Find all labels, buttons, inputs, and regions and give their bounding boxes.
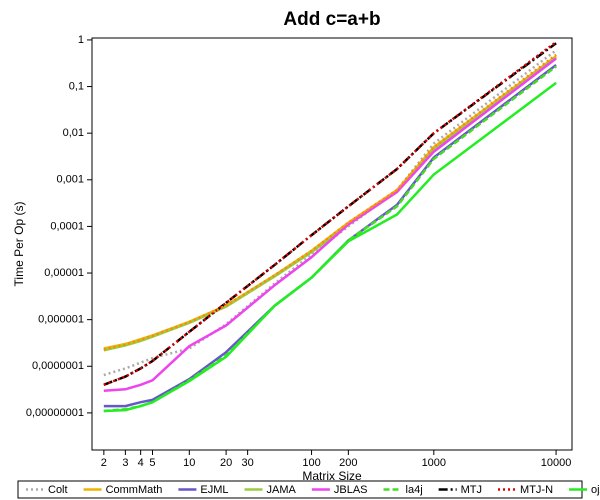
- series-line: [103, 49, 557, 377]
- x-tick-label: 10000: [541, 457, 572, 469]
- y-tick-label: 0,00000001: [26, 407, 84, 419]
- legend-label: la4j: [406, 484, 423, 496]
- series-line: [103, 42, 557, 386]
- chart-title: Add c=a+b: [283, 9, 380, 30]
- legend-label: EJML: [200, 484, 228, 496]
- x-tick-label: 100: [302, 457, 320, 469]
- y-tick-label: 0,0000001: [32, 360, 84, 372]
- plot-frame: [91, 37, 573, 451]
- y-tick-label: 0,001: [56, 174, 84, 186]
- x-tick-label: 5: [149, 457, 155, 469]
- series-line: [103, 57, 557, 392]
- x-tick-label: 3: [122, 457, 128, 469]
- legend-frame: [17, 480, 583, 499]
- y-tick-label: 0,00001: [44, 267, 84, 279]
- x-tick-label: 2: [101, 457, 107, 469]
- legend-label: JAMA: [267, 484, 297, 496]
- x-tick-label: 30: [242, 457, 254, 469]
- x-tick-label: 1000: [422, 457, 446, 469]
- series-line: [103, 81, 557, 413]
- y-tick-label: 0,000001: [38, 314, 84, 326]
- x-tick-label: 20: [220, 457, 232, 469]
- y-tick-label: 0,0001: [50, 220, 84, 232]
- legend-label: MTJ: [461, 484, 482, 496]
- y-tick-label: 1: [78, 34, 84, 46]
- y-axis-label: Time Per Op (s): [12, 202, 26, 287]
- series-line: [103, 56, 557, 352]
- x-tick-label: 4: [138, 457, 144, 469]
- legend-label: JBLAS: [334, 484, 368, 496]
- series-line: [103, 53, 557, 351]
- y-tick-label: 0,01: [63, 127, 84, 139]
- x-tick-label: 10: [183, 457, 195, 469]
- x-tick-label: 200: [339, 457, 357, 469]
- series-line: [103, 55, 557, 350]
- x-axis-label: Matrix Size: [302, 469, 362, 483]
- y-tick-label: 0,1: [69, 80, 84, 92]
- legend-label: CommMath: [106, 484, 163, 496]
- legend-label: MTJ-N: [520, 484, 553, 496]
- legend-label: Colt: [48, 484, 68, 496]
- legend-label: ojAlgo: [591, 484, 600, 496]
